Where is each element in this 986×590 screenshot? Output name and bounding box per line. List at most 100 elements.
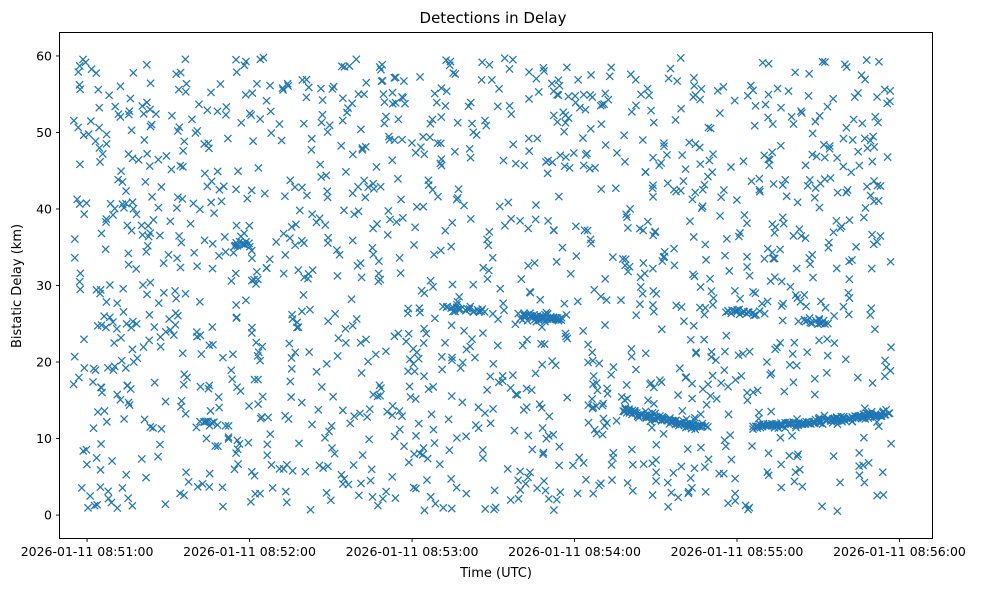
data-point: [315, 461, 324, 470]
data-point: [416, 72, 425, 82]
data-point: [810, 193, 819, 202]
data-point: [139, 343, 148, 352]
data-point: [499, 299, 508, 308]
data-point: [292, 323, 302, 332]
data-point: [717, 193, 726, 202]
data-point: [308, 266, 317, 275]
data-point: [517, 275, 526, 284]
data-point: [730, 96, 739, 105]
data-point: [227, 366, 236, 375]
data-point: [721, 442, 730, 451]
data-point: [437, 113, 446, 122]
data-point: [845, 257, 854, 266]
data-point: [182, 468, 191, 477]
data-point: [297, 398, 306, 407]
data-point: [124, 494, 133, 503]
data-point: [467, 335, 477, 344]
data-point: [172, 294, 181, 303]
data-point: [861, 203, 870, 212]
data-point: [649, 153, 658, 162]
data-point: [638, 289, 647, 298]
data-point: [478, 58, 487, 67]
data-point: [75, 61, 84, 71]
data-point: [505, 64, 514, 73]
data-point: [395, 425, 404, 434]
data-point: [388, 88, 397, 97]
data-point: [776, 433, 785, 442]
data-point: [128, 154, 137, 163]
data-point: [112, 324, 121, 333]
data-point: [677, 303, 686, 312]
data-point: [415, 308, 424, 317]
data-point: [776, 141, 785, 150]
data-point: [178, 194, 187, 203]
data-point: [318, 96, 327, 105]
data-point: [564, 92, 573, 101]
data-point: [652, 468, 661, 477]
data-point: [341, 324, 350, 333]
data-point: [460, 201, 469, 210]
data-point: [675, 364, 684, 373]
data-point: [100, 406, 109, 415]
data-point: [258, 342, 267, 351]
data-point: [808, 150, 817, 159]
data-point: [301, 467, 310, 476]
data-point: [390, 136, 399, 145]
data-point: [532, 74, 541, 83]
data-point: [707, 287, 716, 296]
data-point: [698, 202, 707, 211]
data-point: [579, 90, 588, 99]
data-point: [286, 377, 295, 386]
data-point: [258, 392, 267, 401]
data-point: [584, 358, 593, 367]
data-point: [354, 491, 363, 500]
data-point: [874, 118, 883, 127]
data-point: [531, 369, 540, 378]
data-point: [129, 68, 138, 77]
data-point: [657, 158, 666, 167]
data-point: [469, 280, 478, 289]
data-point: [734, 232, 743, 241]
data-point: [641, 349, 650, 358]
data-point: [609, 363, 618, 372]
data-point: [616, 296, 626, 305]
data-point: [743, 262, 752, 271]
data-point: [95, 143, 104, 152]
data-point: [484, 241, 493, 250]
data-point: [533, 484, 542, 493]
data-point: [86, 117, 95, 126]
data-point: [220, 232, 229, 241]
data-point: [712, 394, 721, 403]
data-point: [119, 307, 128, 317]
data-point: [486, 372, 495, 381]
data-point: [826, 173, 835, 183]
data-point: [433, 138, 442, 148]
data-point: [489, 505, 499, 514]
data-point: [376, 65, 386, 74]
data-point: [96, 285, 105, 294]
data-point: [333, 271, 342, 280]
data-point: [243, 194, 252, 203]
data-point: [557, 313, 566, 322]
data-point: [560, 127, 569, 136]
data-point: [208, 264, 217, 273]
data-point: [75, 80, 84, 89]
data-point: [307, 145, 316, 154]
data-point: [363, 357, 373, 366]
data-point: [643, 217, 652, 226]
data-point: [806, 260, 815, 269]
data-point: [102, 417, 111, 426]
data-point: [641, 168, 650, 177]
data-point: [652, 455, 661, 464]
data-point: [411, 223, 420, 232]
data-point: [194, 100, 203, 109]
data-point: [628, 460, 637, 469]
data-point: [166, 217, 175, 226]
data-point: [395, 407, 404, 416]
data-point: [146, 122, 155, 131]
data-point: [766, 277, 775, 286]
data-point: [400, 99, 409, 108]
data-point: [579, 326, 588, 335]
data-point: [234, 460, 243, 469]
data-point: [761, 100, 770, 109]
